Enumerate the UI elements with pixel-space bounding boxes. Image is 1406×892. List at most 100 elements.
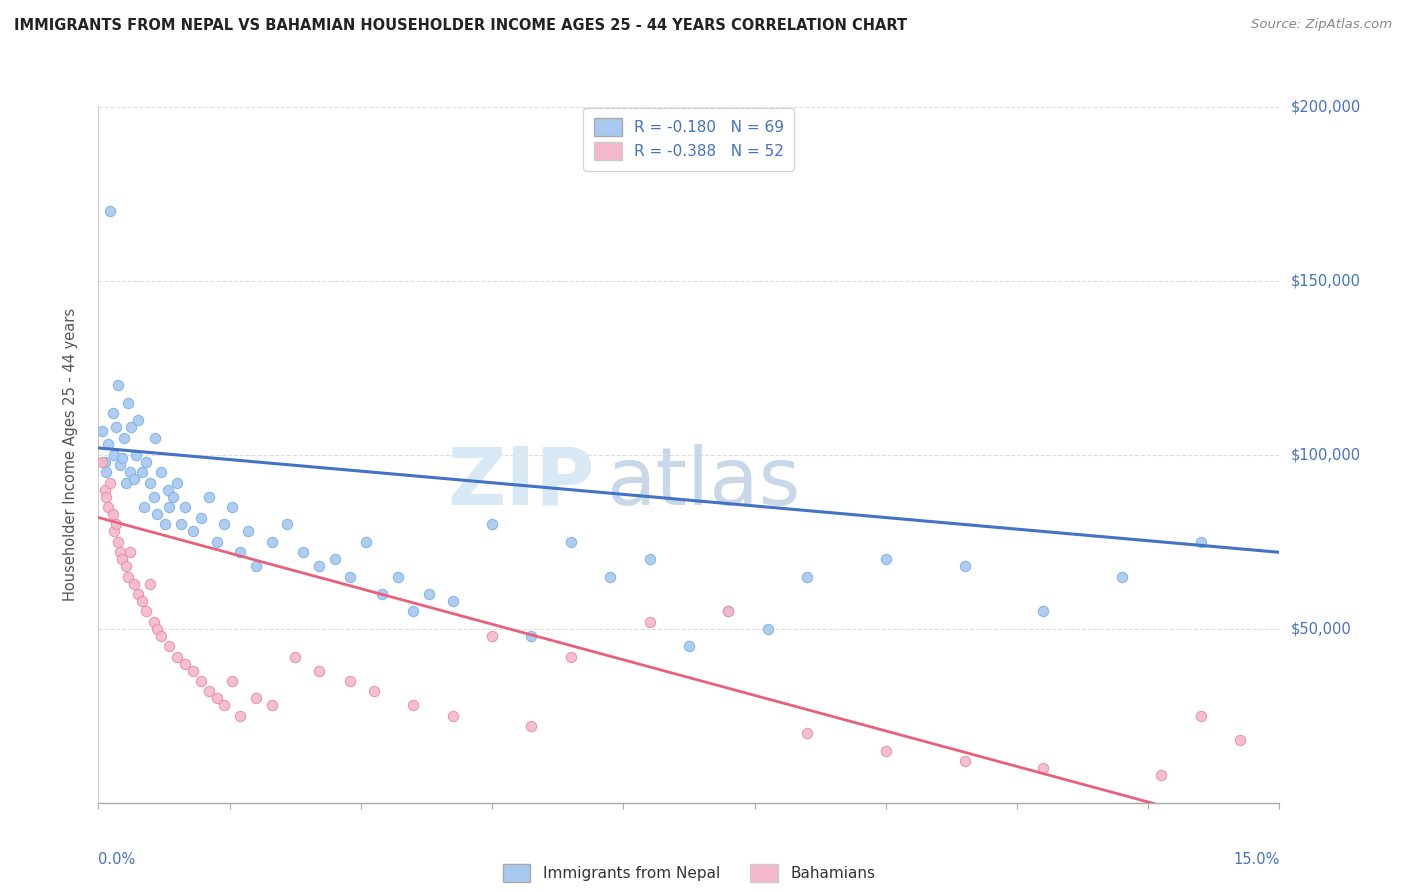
Point <box>150 629 173 643</box>
Point <box>117 396 139 410</box>
Point <box>174 500 197 514</box>
Point <box>98 475 121 490</box>
Point <box>118 466 141 480</box>
Point <box>953 754 976 768</box>
Point <box>132 500 155 514</box>
Point <box>796 726 818 740</box>
Point <box>197 684 219 698</box>
Point <box>122 576 145 591</box>
Point <box>162 490 184 504</box>
Point <box>111 552 134 566</box>
Point <box>166 649 188 664</box>
Point <box>115 475 138 490</box>
Point <box>402 698 425 713</box>
Point <box>174 657 197 671</box>
Point <box>363 684 385 698</box>
Point <box>756 622 779 636</box>
Point <box>481 629 503 643</box>
Point <box>146 507 169 521</box>
Point <box>131 466 153 480</box>
Point <box>96 490 118 504</box>
Text: IMMIGRANTS FROM NEPAL VS BAHAMIAN HOUSEHOLDER INCOME AGES 25 - 44 YEARS CORRELAT: IMMIGRANTS FROM NEPAL VS BAHAMIAN HOUSEH… <box>14 18 907 33</box>
Point <box>599 570 621 584</box>
Point <box>103 448 125 462</box>
Point <box>236 524 259 539</box>
Point <box>1189 708 1212 723</box>
Point <box>135 455 157 469</box>
Point <box>190 674 212 689</box>
Point <box>104 517 127 532</box>
Point <box>205 534 228 549</box>
Point <box>308 559 330 574</box>
Point <box>276 517 298 532</box>
Point <box>181 524 204 539</box>
Text: $150,000: $150,000 <box>1291 274 1361 288</box>
Point <box>122 472 145 486</box>
Point <box>245 559 267 574</box>
Point <box>354 534 377 549</box>
Point <box>127 413 149 427</box>
Point <box>97 500 120 514</box>
Point <box>638 615 661 629</box>
Point <box>260 698 283 713</box>
Point <box>339 674 361 689</box>
Text: $200,000: $200,000 <box>1291 100 1361 114</box>
Point <box>308 664 330 678</box>
Point <box>1032 605 1054 619</box>
Point <box>245 691 267 706</box>
Point <box>101 507 124 521</box>
Point <box>221 500 243 514</box>
Point <box>93 483 115 497</box>
Point <box>402 605 425 619</box>
Point <box>91 424 114 438</box>
Point <box>875 744 897 758</box>
Point <box>150 466 173 480</box>
Point <box>111 451 134 466</box>
Point <box>197 490 219 504</box>
Point <box>339 570 361 584</box>
Point <box>112 431 135 445</box>
Point <box>953 559 976 574</box>
Point <box>104 420 127 434</box>
Y-axis label: Householder Income Ages 25 - 44 years: Householder Income Ages 25 - 44 years <box>63 309 77 601</box>
Point <box>166 475 188 490</box>
Legend: Immigrants from Nepal, Bahamians: Immigrants from Nepal, Bahamians <box>492 854 886 892</box>
Point <box>292 545 315 559</box>
Point <box>1189 534 1212 549</box>
Point <box>214 698 236 713</box>
Point <box>678 639 700 653</box>
Point <box>520 719 543 733</box>
Point <box>323 552 346 566</box>
Point <box>110 545 132 559</box>
Point <box>170 517 193 532</box>
Point <box>181 664 204 678</box>
Point <box>98 204 121 219</box>
Point <box>96 466 118 480</box>
Point <box>205 691 228 706</box>
Text: $50,000: $50,000 <box>1291 622 1351 636</box>
Point <box>1032 761 1054 775</box>
Point <box>229 708 252 723</box>
Point <box>117 570 139 584</box>
Point <box>110 458 132 473</box>
Point <box>146 622 169 636</box>
Point <box>143 431 166 445</box>
Point <box>107 534 129 549</box>
Point <box>371 587 394 601</box>
Point <box>138 475 160 490</box>
Point <box>135 605 157 619</box>
Text: $100,000: $100,000 <box>1291 448 1361 462</box>
Point <box>260 534 283 549</box>
Point <box>214 517 236 532</box>
Point <box>107 378 129 392</box>
Point <box>155 517 177 532</box>
Point <box>97 437 120 451</box>
Point <box>142 615 165 629</box>
Point <box>875 552 897 566</box>
Point <box>221 674 243 689</box>
Point <box>441 594 464 608</box>
Point <box>796 570 818 584</box>
Point <box>101 406 124 420</box>
Point <box>481 517 503 532</box>
Point <box>560 534 582 549</box>
